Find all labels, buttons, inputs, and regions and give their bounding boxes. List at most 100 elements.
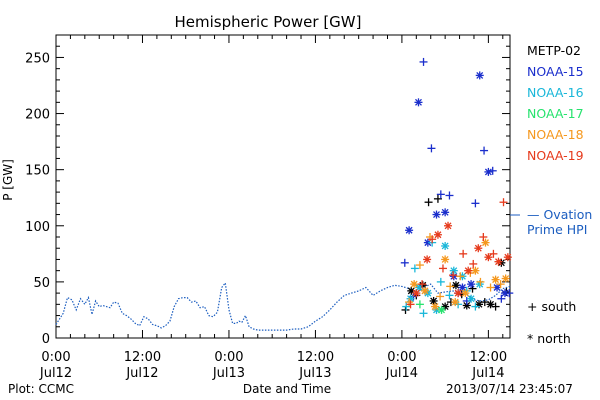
data-point-noaa-19 — [464, 266, 473, 275]
marker-stroke — [423, 255, 431, 263]
data-point-noaa-15 — [445, 191, 454, 200]
data-point-noaa-19 — [412, 289, 421, 298]
x-tick-time-label: 0:00 — [387, 350, 416, 365]
data-point-noaa-18 — [461, 289, 470, 298]
marker-stroke — [433, 211, 440, 219]
y-axis-ticks: 0 50 100 150 200 250 — [25, 34, 510, 347]
y-tick-label: 250 — [25, 51, 50, 66]
data-point-noaa-15 — [475, 71, 484, 80]
y-tick-label: 200 — [25, 108, 50, 123]
data-point-noaa-16 — [402, 302, 411, 311]
legend-entry: NOAA-17 — [527, 106, 584, 121]
marker-stroke — [467, 295, 475, 303]
marker-stroke — [412, 289, 420, 297]
data-point-noaa-18 — [410, 280, 419, 289]
marker-stroke — [415, 98, 422, 106]
data-point-noaa-19 — [418, 280, 427, 289]
marker-stroke — [433, 306, 440, 314]
data-point-noaa-19 — [503, 253, 512, 262]
y-tick-label: 50 — [33, 276, 50, 291]
marker-stroke — [467, 280, 475, 288]
marker-stroke — [405, 226, 413, 234]
marker-stroke — [438, 306, 445, 314]
y-axis-label: P [GW] — [1, 159, 15, 201]
data-point-noaa-15 — [405, 226, 414, 235]
data-point-noaa-15 — [488, 166, 497, 175]
legend-entry: METP-02 — [527, 43, 581, 58]
data-point-noaa-18 — [501, 274, 510, 283]
data-point-noaa-15 — [493, 283, 502, 292]
data-point-metp-02 — [401, 305, 410, 314]
data-point-noaa-18 — [496, 280, 505, 289]
marker-stroke — [410, 280, 418, 288]
data-point-noaa-16 — [471, 302, 480, 311]
marker-stroke — [495, 258, 502, 266]
marker-stroke — [461, 289, 469, 297]
y-tick-label: 100 — [25, 220, 50, 235]
marker-stroke — [450, 272, 458, 280]
marker-stroke — [482, 239, 489, 247]
marker-stroke — [451, 298, 459, 306]
marker-stroke — [464, 267, 472, 275]
footer-left: Plot: CCMC — [8, 382, 74, 396]
data-point-metp-02 — [491, 302, 500, 311]
marker-stroke — [454, 289, 462, 297]
data-point-metp-02 — [451, 281, 460, 290]
footer-timestamp: 2013/07/14 23:45:07 — [446, 382, 573, 396]
marker-stroke — [474, 244, 482, 252]
data-point-noaa-18 — [471, 266, 480, 275]
x-tick-date-label: Jul14 — [471, 366, 504, 381]
data-point-noaa-19 — [449, 271, 458, 280]
marker-stroke — [492, 276, 500, 284]
data-point-noaa-19 — [494, 257, 503, 266]
data-point-noaa-19 — [469, 259, 478, 268]
x-axis-ticks: 0:00Jul1212:00Jul120:00Jul1312:00Jul130:… — [39, 35, 507, 381]
marker-stroke — [450, 267, 458, 275]
data-point-noaa-18 — [491, 275, 500, 284]
marker-stroke — [421, 287, 429, 295]
marker-stroke — [501, 289, 509, 297]
data-point-noaa-19 — [489, 249, 498, 258]
data-point-noaa-19 — [423, 255, 432, 264]
legend-entry: NOAA-15 — [527, 64, 584, 79]
data-point-noaa-15 — [484, 167, 493, 176]
marker-stroke — [484, 168, 492, 176]
marker-stroke — [430, 297, 438, 305]
x-tick-time-label: 12:00 — [470, 350, 507, 365]
x-tick-time-label: 12:00 — [297, 350, 334, 365]
legend-north-label: * north — [527, 331, 571, 346]
legend-entry: NOAA-18 — [527, 127, 584, 142]
data-point-noaa-18 — [441, 255, 450, 264]
data-point-noaa-15 — [414, 98, 423, 107]
data-point-noaa-18 — [446, 282, 455, 291]
legend-south-label: + south — [527, 299, 576, 314]
data-point-noaa-18 — [486, 283, 495, 292]
data-point-noaa-18 — [436, 292, 445, 301]
data-point-noaa-19 — [438, 264, 447, 273]
marker-stroke — [452, 281, 460, 289]
data-point-noaa-15 — [471, 199, 480, 208]
data-point-noaa-15 — [505, 289, 514, 298]
ovation-series — [55, 281, 511, 331]
data-point-noaa-19 — [406, 300, 415, 309]
legend: METP-02 NOAA-15 NOAA-16 NOAA-17 NOAA-18 NOAA-… — [510, 43, 592, 346]
marker-stroke — [497, 259, 505, 267]
marker-stroke — [458, 284, 466, 291]
plot-frame — [55, 34, 511, 339]
x-tick-time-label: 12:00 — [124, 350, 161, 365]
y-tick-label: 150 — [25, 164, 50, 179]
data-point-noaa-15 — [400, 258, 409, 267]
satellite-markers — [400, 57, 514, 318]
x-tick-date-label: Jul14 — [385, 366, 418, 381]
data-point-noaa-16 — [410, 264, 419, 273]
data-point-noaa-18 — [431, 302, 440, 311]
data-point-noaa-15 — [419, 57, 428, 66]
data-point-noaa-19 — [454, 289, 463, 298]
data-point-noaa-18 — [420, 286, 429, 295]
marker-stroke — [504, 253, 512, 261]
x-tick-time-label: 0:00 — [214, 350, 243, 365]
data-point-noaa-19 — [428, 235, 437, 244]
data-point-metp-02 — [441, 302, 450, 311]
data-point-noaa-16 — [445, 291, 454, 300]
